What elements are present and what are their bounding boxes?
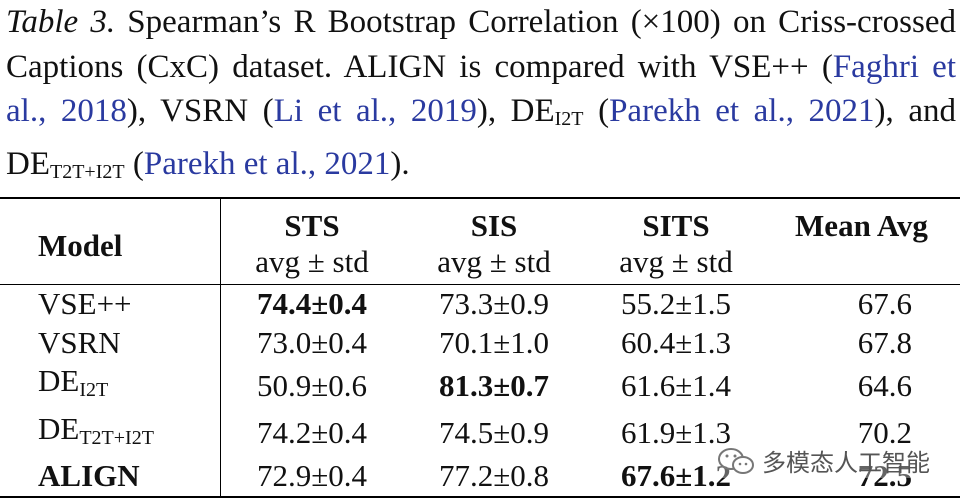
cell-sts: 73.0±0.4 [256,324,367,360]
header-mean-avg: Mean Avg [795,208,928,243]
caption-label: Table 3. [6,4,116,40]
caption-sub-t2t-i2t: T2T+I2T [50,160,125,183]
cell-mean: 70.2 [857,415,912,450]
caption-text-3: ), DE [476,93,555,129]
caption-sub-i2t: I2T [554,108,584,130]
results-table: Model STS SIS SITS Mean Avg avg ± std av… [0,197,960,498]
cell-sis: 77.2±0.8 [403,457,585,498]
table-row: VSE++ 74.4±0.4 73.3±0.9 55.2±1.5 67.6 [0,284,960,324]
caption-text-2: ), VSRN ( [126,93,274,129]
model-name: DE [38,363,80,398]
header-sis-sub: avg ± std [437,244,551,279]
table-row: VSRN 73.0±0.4 70.1±1.0 60.4±1.3 67.8 [0,323,960,362]
model-subscript: I2T [79,379,109,401]
model-subscript: T2T+I2T [79,426,154,449]
caption-text-6: ( [124,145,144,182]
citation-parekh-1[interactable]: Parekh et al., 2021 [609,93,875,129]
table-row: DEI2T 50.9±0.6 81.3±0.7 61.6±1.4 64.6 [0,362,960,410]
caption-text-4: ( [583,93,610,129]
citation-faghri[interactable]: Faghri et al., 2018 [6,48,956,130]
model-name: DE [38,410,80,446]
cell-sits: 55.2±1.5 [585,284,767,324]
model-name: ALIGN [38,458,140,493]
wechat-icon [718,447,754,474]
watermark: 多模态人工智能 [716,443,930,478]
citation-li[interactable]: Li et al., 2019 [273,93,477,129]
cell-mean: 72.5 [767,457,960,498]
cell-mean: 67.6 [767,284,960,324]
cell-sits: 61.6±1.4 [620,367,731,403]
cell-sts: 72.9±0.4 [220,457,403,498]
cell-sis: 70.1±1.0 [438,324,549,360]
cell-sis: 73.3±0.9 [403,284,585,324]
header-mean-sub [767,244,960,285]
caption-text-5: ), and DE [6,93,956,182]
header-model: Model [0,198,221,285]
model-name: VSRN [38,324,121,360]
table-row: DET2T+I2T 74.2±0.4 74.5±0.9 61.9±1.3 70.… [0,409,960,457]
row-model: DEI2T [0,362,221,410]
header-sts: STS [284,208,340,243]
header-sis: SIS [470,208,518,243]
cell-sits: 67.6±1.2 [585,457,767,498]
row-model: DET2T+I2T [0,409,221,457]
row-model: VSRN [0,323,221,362]
cell-sts: 50.9±0.6 [256,367,367,403]
row-model: VSE++ [0,284,221,324]
header-sits-sub: avg ± std [619,244,733,279]
cell-sits: 60.4±1.3 [620,324,731,360]
model-name: VSE++ [38,286,132,321]
table-caption: Table 3. Spearman’s R Bootstrap Correlat… [6,0,956,194]
cell-sts: 74.4±0.4 [220,284,403,324]
watermark-text: 多模态人工智能 [762,449,930,477]
cell-sis: 81.3±0.7 [438,367,549,403]
header-sts-sub: avg ± std [255,244,369,279]
citation-parekh-2[interactable]: Parekh et al., 2021 [143,145,391,182]
caption-text-1: Spearman’s R Bootstrap Correlation (×100… [6,4,956,85]
row-model: ALIGN [0,457,221,498]
cell-sts: 74.2±0.4 [256,415,367,450]
caption-text-7: ). [390,145,410,182]
table-row: ALIGN 72.9±0.4 77.2±0.8 67.6±1.2 72.5 [0,457,960,498]
cell-mean: 67.8 [857,324,912,360]
cell-sits: 61.9±1.3 [620,415,731,450]
cell-sis: 74.5±0.9 [438,415,549,450]
cell-mean: 64.6 [857,367,912,403]
header-sits: SITS [642,208,710,243]
